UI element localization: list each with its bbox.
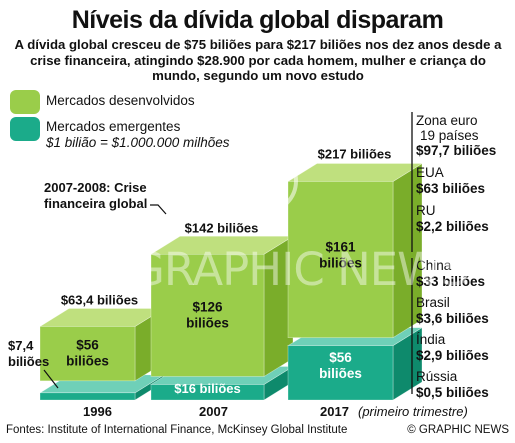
breakdown-zona-euro-name: Zona euro <box>416 113 478 128</box>
crisis-annotation-line2: financeira global <box>44 196 147 211</box>
breakdown-rssia-name: Rússia <box>416 369 458 384</box>
legend-unit-note: $1 bilião = $1.000.000 milhões <box>46 135 230 150</box>
total-label-2017: $217 biliões <box>318 147 392 162</box>
x-tick-label-1996: 1996 <box>83 404 112 419</box>
breakdown-ndia-value: $2,9 biliões <box>416 348 489 363</box>
legend-swatch-emerging <box>10 117 40 141</box>
breakdown-eua-name: EUA <box>416 165 444 180</box>
source-note: Fontes: Institute of International Finan… <box>6 424 348 436</box>
legend-label-developed: Mercados desenvolvidos <box>46 93 195 108</box>
emerging-1996-leader <box>43 369 59 389</box>
breakdown-ru-name: RU <box>416 203 436 218</box>
emerging-bar-1996-front <box>39 392 136 401</box>
developed-bar-2017-front <box>287 181 394 338</box>
x-tick-label-2007: 2007 <box>199 404 228 419</box>
breakdown-brasil-value: $3,6 biliões <box>416 311 489 326</box>
developed-bar-1996-front <box>39 326 136 382</box>
chart-subtitle: A dívida global cresceu de $75 biliões p… <box>14 37 502 83</box>
breakdown-china-name: China <box>416 258 452 273</box>
emerging-value-1996-line1: $7,4 <box>8 338 34 353</box>
developed-value-2007-line2: biliões <box>186 315 229 330</box>
emerging-bar-2017-front <box>287 345 394 401</box>
crisis-annotation-line1: 2007-2008: Crise <box>44 180 147 195</box>
emerging-bar-2007-front <box>150 384 265 401</box>
developed-value-2017-line1: $161 <box>325 240 356 255</box>
developed-value-1996-line2: biliões <box>66 354 109 369</box>
emerging-value-1996-line2: biliões <box>8 354 49 369</box>
developed-value-2007-line1: $126 <box>192 299 223 314</box>
total-label-2007: $142 biliões <box>185 220 259 235</box>
chart-title: Níveis da dívida global disparam <box>71 6 444 34</box>
breakdown-ru-value: $2,2 biliões <box>416 219 489 234</box>
total-label-1996: $63,4 biliões <box>61 293 138 308</box>
breakdown-zona-euro-value: $97,7 biliões <box>416 143 496 158</box>
credit: © GRAPHIC NEWS <box>407 424 509 436</box>
breakdown-eua-value: $63 biliões <box>416 181 485 196</box>
developed-value-2017-line2: biliões <box>319 256 362 271</box>
legend-swatch-developed <box>10 90 40 114</box>
crisis-annotation-leader <box>150 204 167 215</box>
emerging-value-2017-line2: biliões <box>319 366 362 381</box>
breakdown-zona-euro-sub: 19 países <box>420 128 479 143</box>
x-tick-suffix-2017: (primeiro trimestre) <box>358 404 468 419</box>
developed-value-1996-line1: $56 <box>76 338 99 353</box>
emerging-value-2017-line1: $56 <box>329 350 352 365</box>
breakdown-rssia-value: $0,5 biliões <box>416 385 489 400</box>
x-tick-label-2017: 2017 <box>320 404 349 419</box>
emerging-value-2007: $16 biliões <box>174 381 240 396</box>
breakdown-ndia-name: Índia <box>416 332 446 347</box>
breakdown-brasil-name: Brasil <box>416 295 450 310</box>
legend-label-emerging: Mercados emergentes <box>46 119 181 134</box>
breakdown-china-value: $33 biliões <box>416 274 485 289</box>
developed-bar-2007-front <box>150 253 265 377</box>
